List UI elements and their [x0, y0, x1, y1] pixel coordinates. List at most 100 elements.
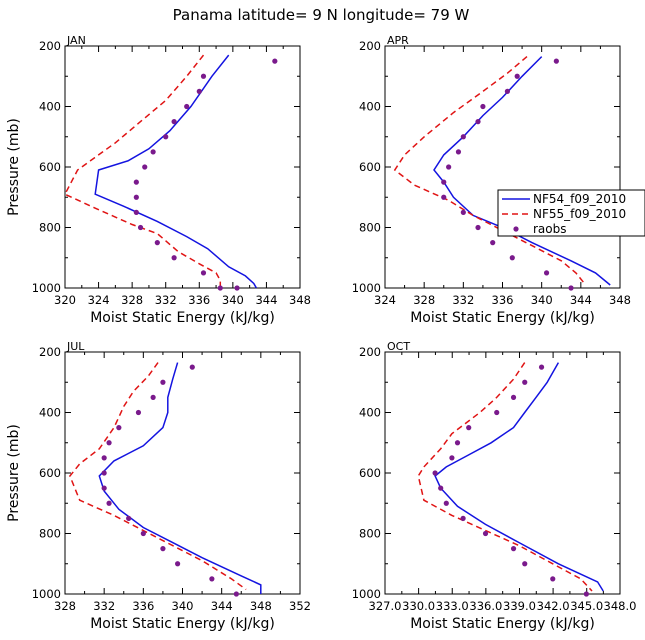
raobs-point	[200, 73, 207, 79]
raobs-point	[106, 440, 112, 446]
panel-apr: APR 324 328 332 336 340 344 348 200 400 600 800 1000…	[352, 34, 631, 326]
plot-frame	[64, 45, 301, 289]
raobs-point	[490, 240, 496, 246]
y-tick-label: 400	[39, 100, 61, 114]
x-tick-label: 332	[452, 293, 474, 307]
legend-label: NF54_f09_2010	[533, 192, 626, 206]
raobs-point	[217, 285, 223, 291]
raobs-point	[101, 455, 107, 461]
x-tick-label: 340	[222, 293, 244, 307]
raobs-point	[446, 164, 452, 170]
series-line-nf54-f09-2010	[434, 362, 604, 592]
panels: JAN 320 324 328 332 336 340 344 348 200 400 600 800 1…	[6, 34, 636, 632]
x-tick-label: 328	[413, 293, 435, 307]
x-tick-label: 339.0	[503, 599, 536, 613]
raobs-point	[455, 149, 462, 155]
raobs-point	[460, 515, 466, 521]
panel-label: JUL	[66, 340, 85, 353]
x-tick-label: 344	[570, 293, 592, 307]
raobs-point	[443, 500, 449, 506]
raobs-point	[150, 394, 156, 400]
raobs-point	[140, 530, 146, 537]
raobs-point	[432, 470, 438, 476]
x-tick-label: 327.0	[369, 599, 402, 613]
panel-jul: JUL 328 332 336 340 344 348 352 200 400 600 800 1000…	[6, 340, 311, 632]
y-tick-label: 600	[39, 160, 61, 174]
x-tick-label: 344	[211, 599, 233, 613]
series-line-nf55-f09-2010	[63, 54, 222, 288]
raobs-point	[441, 194, 447, 200]
panel-oct: OCT 327.0 330.0 333.0 336.0 339.0 342.0 345.0 34…	[352, 340, 637, 632]
legend-marker-raobs	[513, 226, 519, 232]
raobs-point	[475, 119, 481, 125]
legend-label: raobs	[533, 222, 567, 236]
raobs-point	[494, 409, 500, 416]
raobs-point	[234, 285, 240, 291]
y-tick-label: 600	[359, 160, 381, 174]
legend-box	[497, 189, 645, 237]
raobs-point	[475, 224, 481, 231]
x-tick-label: 328	[121, 293, 143, 307]
y-tick-label: 400	[359, 406, 381, 420]
raobs-point	[171, 119, 177, 125]
raobs-point	[135, 409, 142, 416]
x-tick-label: 336	[188, 293, 210, 307]
x-tick-label: 324	[88, 293, 110, 307]
figure-title: Panama latitude= 9 N longitude= 79 W	[173, 6, 470, 24]
raobs-point	[154, 240, 160, 246]
raobs-point	[272, 58, 278, 64]
x-tick-label: 324	[374, 293, 396, 307]
x-tick-label: 348	[289, 293, 311, 307]
x-tick-label: 345.0	[570, 599, 603, 613]
raobs-point	[133, 179, 139, 185]
raobs-point	[543, 270, 550, 276]
x-tick-label: 342.0	[537, 599, 570, 613]
raobs-point	[441, 179, 447, 185]
series-line-nf55-f09-2010	[69, 362, 247, 591]
raobs-point	[568, 285, 574, 291]
x-tick-label: 328	[54, 599, 76, 613]
series-line-nf55-f09-2010	[393, 56, 587, 286]
raobs-point	[133, 194, 139, 200]
panel-label: JAN	[66, 34, 86, 47]
raobs-point	[137, 224, 144, 231]
raobs-point	[142, 164, 148, 170]
raobs-point	[514, 73, 520, 79]
raobs-point	[538, 364, 545, 370]
y-tick-label: 800	[39, 221, 61, 235]
legend-label: NF55_f09_2010	[533, 207, 626, 221]
raobs-point	[466, 425, 472, 431]
x-axis-label: Moist Static Energy (kJ/kg)	[410, 310, 595, 326]
raobs-point	[454, 440, 461, 446]
raobs-point	[209, 576, 215, 582]
x-axis-label: Moist Static Energy (kJ/kg)	[410, 616, 595, 632]
raobs-point	[583, 591, 589, 597]
y-tick-label: 800	[39, 527, 61, 541]
y-tick-label: 400	[359, 100, 381, 114]
raobs-point	[438, 485, 444, 491]
raobs-point	[480, 103, 486, 110]
raobs-point	[200, 270, 207, 276]
y-tick-label: 1000	[32, 587, 61, 601]
raobs-point	[522, 379, 528, 385]
raobs-point	[133, 209, 139, 215]
y-axis-label: Pressure (mb)	[6, 424, 22, 522]
x-tick-label: 332	[93, 599, 115, 613]
x-tick-label: 336	[132, 599, 154, 613]
raobs-point	[550, 576, 556, 582]
panel-label: OCT	[387, 340, 410, 353]
raobs-point	[184, 103, 190, 110]
panel-jan: JAN 320 324 328 332 336 340 344 348 200 400 600 800 1…	[6, 34, 311, 326]
x-tick-label: 336	[492, 293, 514, 307]
raobs-point	[504, 88, 510, 94]
x-tick-label: 340	[172, 599, 194, 613]
raobs-point	[196, 88, 202, 94]
x-axis-label: Moist Static Energy (kJ/kg)	[90, 310, 275, 326]
series-line-nf54-f09-2010	[433, 56, 611, 286]
raobs-point	[553, 58, 559, 64]
raobs-point	[171, 255, 177, 261]
raobs-point	[175, 561, 181, 567]
x-tick-label: 333.0	[436, 599, 469, 613]
raobs-point	[160, 379, 166, 385]
